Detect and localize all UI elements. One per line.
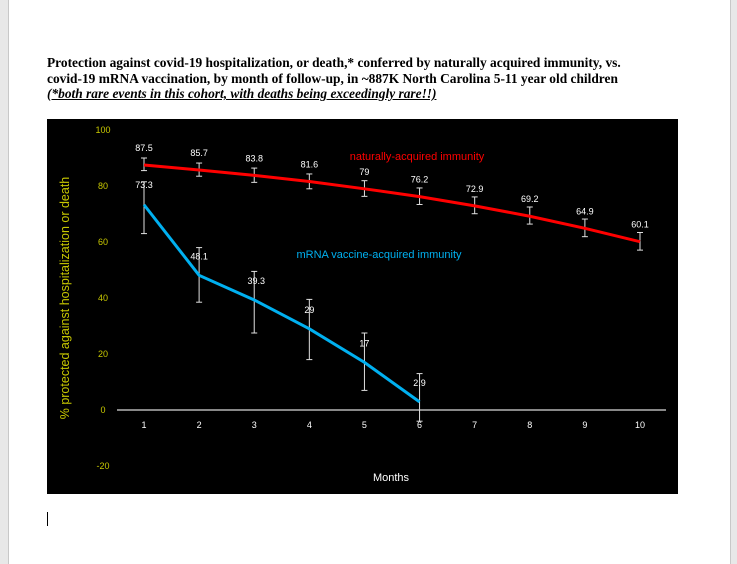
series-line-vaccine [142,203,421,404]
x-tick-label: 8 [527,420,532,430]
x-axis-label: Months [373,472,410,484]
data-label: 87.5 [135,143,153,153]
y-tick-label: -20 [96,461,109,471]
data-label: 73.3 [135,180,153,190]
heading-footnote: (*both rare events in this cohort, with … [47,86,437,101]
data-label: 39.3 [247,276,265,286]
heading-line-1: Protection against covid-19 hospitalizat… [47,55,621,70]
data-label: 2.9 [413,378,426,388]
data-label: 64.9 [576,206,594,216]
x-tick-label: 2 [197,420,202,430]
y-tick-label: 20 [98,349,108,359]
data-label: 48.1 [190,251,208,261]
y-tick-label: 40 [98,293,108,303]
x-tick-label: 5 [362,420,367,430]
x-tick-label: 3 [252,420,257,430]
y-tick-label: 100 [95,125,110,135]
data-label: 79 [359,167,369,177]
x-tick-label: 7 [472,420,477,430]
data-label: 85.7 [190,148,208,158]
data-label: 69.2 [521,194,539,204]
y-axis-label: % protected against hospitalization or d… [58,177,72,420]
series-line-natural [143,163,641,244]
y-tick-label: 60 [98,237,108,247]
chart-svg: 100 80 60 40 20 0 -20 1 2 3 4 5 6 7 8 9 10 % protected ag… [58,125,666,484]
x-tick-label: 6 [417,420,422,430]
heading-line-2: covid-19 mRNA vaccination, by month of f… [47,70,618,86]
y-tick-label: 0 [100,405,105,415]
data-label: 83.8 [245,153,263,163]
text-cursor [47,512,48,526]
y-tick-label: 80 [98,181,108,191]
data-label: 72.9 [466,184,484,194]
data-label: 17 [359,338,369,348]
x-tick-label: 9 [582,420,587,430]
legend-label-vaccine: mRNA vaccine-acquired immunity [296,249,462,261]
x-tick-label: 10 [635,420,645,430]
chart-heading: Protection against covid-19 hospitalizat… [47,55,727,102]
data-label: 81.6 [301,160,319,170]
legend-label-natural: naturally-acquired immunity [350,151,485,163]
chart: 100 80 60 40 20 0 -20 1 2 3 4 5 6 7 8 9 10 % protected ag… [47,119,678,494]
data-label: 76.2 [411,175,429,185]
x-tick-label: 4 [307,420,312,430]
data-label: 60.1 [631,220,649,230]
data-label: 29 [304,305,314,315]
x-tick-label: 1 [141,420,146,430]
